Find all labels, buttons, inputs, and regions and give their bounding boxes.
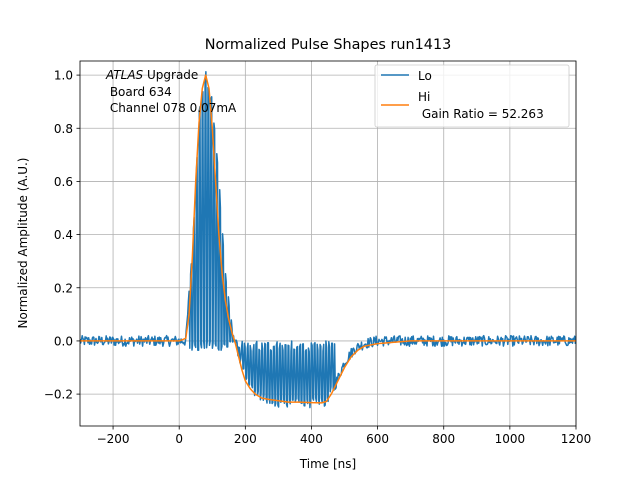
x-tick-label: 400 [300,432,323,446]
annotation-channel: Channel 078 0.07mA [106,101,237,115]
x-tick-label: 0 [175,432,183,446]
y-tick-label: 0.6 [54,175,73,189]
legend-label-lo: Lo [418,69,432,83]
x-axis-label: Time [ns] [299,457,356,471]
legend-label-gain-ratio: Gain Ratio = 52.263 [418,107,544,121]
legend-box [374,64,570,128]
x-ticks: −200 0 200 400 600 800 1000 1200 [97,426,592,446]
atlas-label: ATLAS [105,68,144,82]
y-tick-label: 0.8 [54,122,73,136]
x-tick-label: 1200 [561,432,592,446]
axes-frame [79,60,577,427]
x-tick-label: 800 [432,432,455,446]
x-tick-label: 200 [234,432,257,446]
series-hi-line [80,74,576,404]
y-tick-label: 1.0 [54,69,73,83]
chart-title: Normalized Pulse Shapes run1413 [205,37,452,53]
legend-label-hi: Hi [418,90,430,104]
atlas-annotation: ATLAS Upgrade Board 634 Channel 078 0.07… [105,68,237,115]
upgrade-label: Upgrade [143,68,198,82]
y-tick-label: −0.2 [44,388,73,402]
x-tick-label: 1000 [495,432,526,446]
y-axis-label: Normalized Amplitude (A.U.) [16,158,30,329]
series-layer [80,71,576,409]
x-tick-label: 600 [366,432,389,446]
annotation-board: Board 634 [106,85,172,99]
y-tick-label: 0.2 [54,281,73,295]
y-tick-label: 0.0 [54,334,73,348]
x-tick-label: −200 [97,432,130,446]
legend: Lo Hi Gain Ratio = 52.263 [374,64,570,128]
y-tick-label: 0.4 [54,228,73,242]
annotation-line-1: ATLAS Upgrade [105,68,198,82]
y-ticks: −0.2 0.0 0.2 0.4 0.6 0.8 1.0 [44,69,80,402]
